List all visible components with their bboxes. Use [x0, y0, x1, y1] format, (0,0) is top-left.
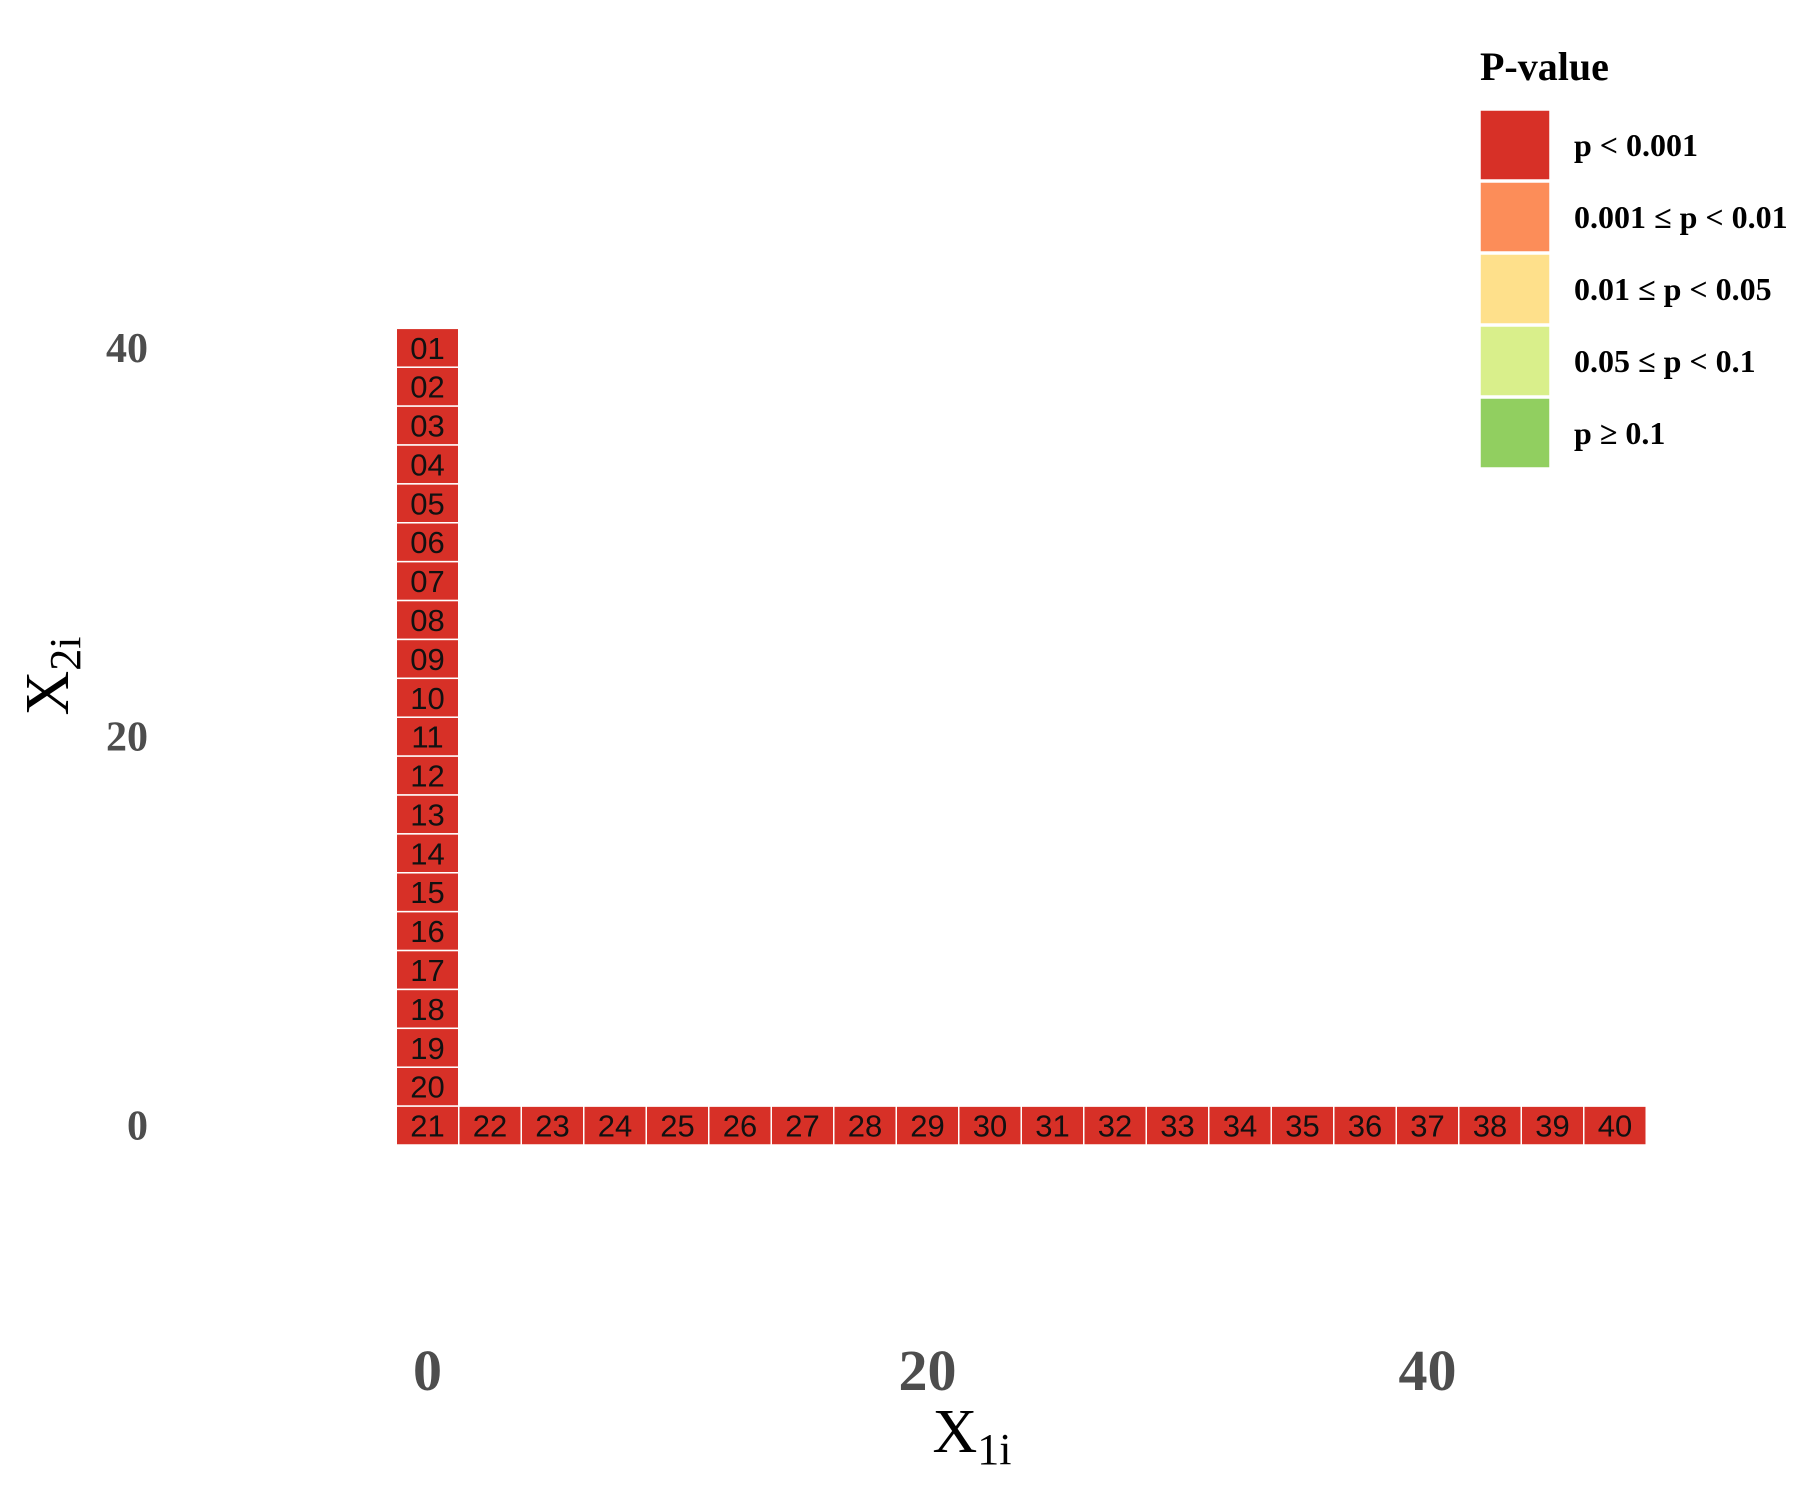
y-tick-label: 0 [127, 1104, 148, 1150]
tile-label: 26 [723, 1109, 757, 1144]
legend-swatch [1479, 397, 1551, 469]
tile-label: 33 [1160, 1109, 1194, 1144]
heatmap-tile [1020, 1105, 1085, 1146]
heatmap-tile [395, 716, 460, 757]
tile-label: 05 [410, 486, 444, 521]
tile-label: 23 [535, 1109, 569, 1144]
tile-label: 21 [410, 1109, 444, 1144]
legend-swatch [1479, 325, 1551, 397]
y-axis-title: X2i [14, 636, 90, 715]
x-tick-labels: 0 20 40 [413, 1338, 1457, 1403]
tile-label: 39 [1535, 1109, 1569, 1144]
tile-label: 19 [410, 1031, 444, 1066]
tile-label: 29 [910, 1109, 944, 1144]
tile-label: 06 [410, 525, 444, 560]
heatmap-tiles [395, 327, 1647, 1146]
heatmap-tile [1270, 1105, 1335, 1146]
legend-item-label: 0.001 ≤ p < 0.01 [1574, 199, 1788, 235]
heatmap-tile [833, 1105, 897, 1146]
legend-item-label: p ≥ 0.1 [1574, 415, 1665, 451]
tile-label: 40 [1598, 1109, 1632, 1144]
heatmap-tile [395, 833, 460, 874]
heatmap-tile [770, 1105, 835, 1146]
legend-item-label: 0.01 ≤ p < 0.05 [1574, 271, 1772, 307]
tile-label: 01 [410, 331, 444, 366]
heatmap-tile [395, 988, 460, 1030]
tile-label: 08 [410, 603, 444, 638]
heatmap-tile [395, 677, 460, 718]
x-tick-label: 40 [1399, 1338, 1457, 1403]
tile-label: 32 [1098, 1109, 1132, 1144]
heatmap-tile [395, 949, 460, 991]
tile-label: 24 [598, 1109, 632, 1144]
heatmap-tile [395, 444, 460, 485]
tile-label: 18 [410, 992, 444, 1027]
heatmap-tile [1458, 1105, 1522, 1146]
tile-label: 20 [410, 1070, 444, 1105]
heatmap-tile [645, 1105, 710, 1146]
tile-label: 34 [1223, 1109, 1257, 1144]
tile-label: 11 [411, 720, 443, 755]
tile-label: 12 [410, 759, 444, 794]
tile-label: 38 [1473, 1109, 1507, 1144]
legend: P-value p < 0.001 0.001 ≤ p < 0.01 0.01 ≤ … [1479, 44, 1788, 469]
heatmap-tile [395, 1027, 460, 1068]
tile-label: 10 [410, 681, 444, 716]
heatmap-tile [395, 1066, 460, 1107]
tile-label: 09 [410, 642, 444, 677]
y-tick-labels: 0 20 40 [106, 326, 148, 1150]
tile-label: 02 [410, 370, 444, 405]
tile-label: 35 [1285, 1109, 1319, 1144]
heatmap-tile [395, 327, 460, 368]
legend-item-label: p < 0.001 [1574, 127, 1698, 163]
tile-label: 16 [410, 914, 444, 949]
y-tick-label: 20 [106, 715, 148, 761]
tile-label: 30 [973, 1109, 1007, 1144]
tile-label: 17 [410, 953, 444, 988]
x-tick-label: 0 [413, 1338, 442, 1403]
tile-label: 37 [1410, 1109, 1444, 1144]
tile-label: 31 [1035, 1109, 1069, 1144]
legend-swatch [1479, 181, 1551, 253]
tile-label: 36 [1348, 1109, 1382, 1144]
legend-swatch [1479, 253, 1551, 325]
heatmap-tile [1208, 1105, 1272, 1146]
x-axis-title: X1i [932, 1398, 1011, 1474]
heatmap-tile [1583, 1105, 1647, 1146]
legend-item-label: 0.05 ≤ p < 0.1 [1574, 343, 1756, 379]
tile-label: 07 [410, 564, 444, 599]
tile-label: 03 [410, 409, 444, 444]
heatmap-tile [520, 1105, 585, 1146]
legend-swatch [1479, 109, 1551, 181]
heatmap-tile [395, 755, 460, 796]
tile-label: 27 [785, 1109, 819, 1144]
heatmap-tile [458, 1105, 522, 1146]
tile-label: 22 [473, 1109, 507, 1144]
x-tick-label: 20 [899, 1338, 957, 1403]
legend-items: p < 0.001 0.001 ≤ p < 0.01 0.01 ≤ p < 0.05… [1479, 109, 1788, 469]
heatmap-tile [1395, 1105, 1460, 1146]
tile-label: 14 [410, 836, 444, 871]
tile-label: 13 [410, 797, 444, 832]
heatmap-tile [1333, 1105, 1397, 1146]
heatmap-tile [895, 1105, 960, 1146]
tile-label: 28 [848, 1109, 882, 1144]
heatmap-tile [395, 599, 460, 641]
tile-label: 04 [410, 447, 444, 482]
y-tick-label: 40 [106, 326, 148, 372]
tile-label: 15 [410, 875, 444, 910]
heatmap-tile [395, 910, 460, 952]
heatmap-tile [395, 522, 460, 563]
tile-label: 25 [660, 1109, 694, 1144]
heatmap-tile [395, 366, 460, 407]
legend-title: P-value [1480, 44, 1609, 89]
heatmap-tile [395, 1105, 460, 1146]
